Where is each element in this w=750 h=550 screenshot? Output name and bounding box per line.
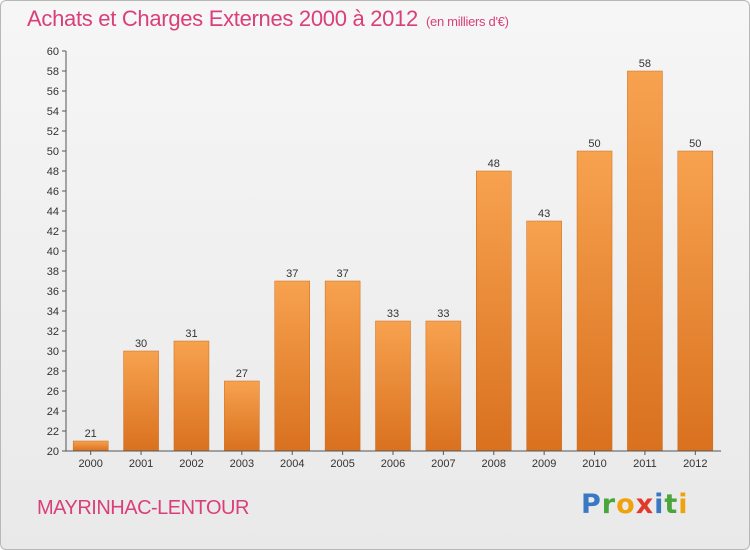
- x-tick-label: 2010: [582, 458, 606, 470]
- chart-title: Achats et Charges Externes 2000 à 2012 (e…: [27, 6, 509, 32]
- proxiti-logo: Proxiti: [581, 489, 689, 520]
- y-tick-label: 28: [47, 366, 59, 378]
- logo-letter: x: [635, 489, 655, 520]
- bar-2006: [375, 320, 411, 452]
- x-tick-label: 2003: [230, 458, 254, 470]
- bar-2010: [576, 150, 613, 452]
- y-tick-label: 26: [47, 386, 59, 398]
- bar-value-label: 30: [135, 338, 147, 350]
- y-tick-label: 40: [47, 246, 59, 258]
- y-tick-label: 24: [47, 406, 59, 418]
- bar-value-label: 33: [437, 308, 449, 320]
- bar-value-label: 33: [387, 308, 399, 320]
- y-tick-label: 32: [47, 326, 59, 338]
- x-axis: 2000 2001 2002 2003 2004 2005 2006 2007 2008 2009…: [66, 450, 721, 470]
- logo-letter: o: [616, 489, 636, 520]
- bar-value-label: 48: [488, 158, 500, 170]
- x-tick-label: 2004: [280, 458, 304, 470]
- bar-2000: [72, 440, 109, 452]
- y-tick-label: 44: [47, 206, 59, 218]
- logo-letter: i: [654, 489, 665, 520]
- bar-2005: [324, 280, 361, 452]
- y-tick-label: 56: [47, 86, 59, 98]
- y-tick-label: 60: [47, 46, 59, 58]
- y-axis: 20 22 24 26 28 30 32 34 36 38 40 42 44 46 48 50 52 54 56 58…: [47, 46, 67, 458]
- x-tick-label: 2012: [683, 458, 707, 470]
- bar-value-label: 58: [639, 58, 651, 70]
- logo-letter: P: [581, 489, 602, 520]
- y-tick-label: 20: [47, 446, 59, 458]
- y-tick-label: 34: [47, 306, 59, 318]
- place-name: MAYRINHAC-LENTOUR: [37, 497, 249, 519]
- logo-letter: i: [678, 489, 689, 520]
- y-tick-label: 58: [47, 66, 59, 78]
- y-tick-label: 54: [47, 106, 59, 118]
- x-tick-label: 2000: [78, 458, 102, 470]
- x-tick-label: 2006: [381, 458, 405, 470]
- bar-2002: [173, 340, 210, 452]
- x-tick-label: 2009: [532, 458, 556, 470]
- x-tick-label: 2002: [179, 458, 203, 470]
- logo-letter: r: [601, 489, 617, 520]
- x-tick-label: 2007: [431, 458, 455, 470]
- bar-2004: [274, 280, 310, 452]
- y-tick-label: 38: [47, 266, 59, 278]
- bar-value-label: 21: [85, 428, 97, 440]
- bar-2001: [123, 350, 159, 452]
- y-tick-label: 36: [47, 286, 59, 298]
- y-tick-label: 52: [47, 126, 59, 138]
- bar-value-label: 27: [236, 368, 248, 380]
- x-tick-label: 2005: [330, 458, 354, 470]
- x-tick-label: 2011: [633, 458, 657, 470]
- bar-value-label: 31: [185, 328, 197, 340]
- bar-2008: [476, 170, 512, 452]
- chart-title-text: Achats et Charges Externes 2000 à 2012: [27, 6, 418, 31]
- x-tick-label: 2001: [129, 458, 153, 470]
- bars-group: 21 30 31 27 37 37 33 33 48 43 50 58 50: [72, 58, 714, 452]
- y-tick-label: 30: [47, 346, 59, 358]
- bar-value-label: 37: [286, 268, 298, 280]
- bar-value-label: 50: [588, 138, 600, 150]
- chart-subtitle: (en milliers d'€): [425, 14, 509, 29]
- bar-value-label: 50: [689, 138, 701, 150]
- y-tick-label: 50: [47, 146, 59, 158]
- y-tick-label: 46: [47, 186, 59, 198]
- y-tick-label: 48: [47, 166, 59, 178]
- bar-2009: [526, 220, 562, 452]
- bar-2007: [425, 320, 462, 452]
- bar-2012: [677, 150, 714, 452]
- bar-2011: [627, 70, 663, 452]
- bar-2003: [224, 380, 260, 452]
- y-tick-label: 22: [47, 426, 59, 438]
- x-tick-label: 2008: [482, 458, 506, 470]
- bar-value-label: 37: [336, 268, 348, 280]
- bar-value-label: 43: [538, 208, 550, 220]
- logo-letter: t: [664, 489, 679, 520]
- y-tick-label: 42: [47, 226, 59, 238]
